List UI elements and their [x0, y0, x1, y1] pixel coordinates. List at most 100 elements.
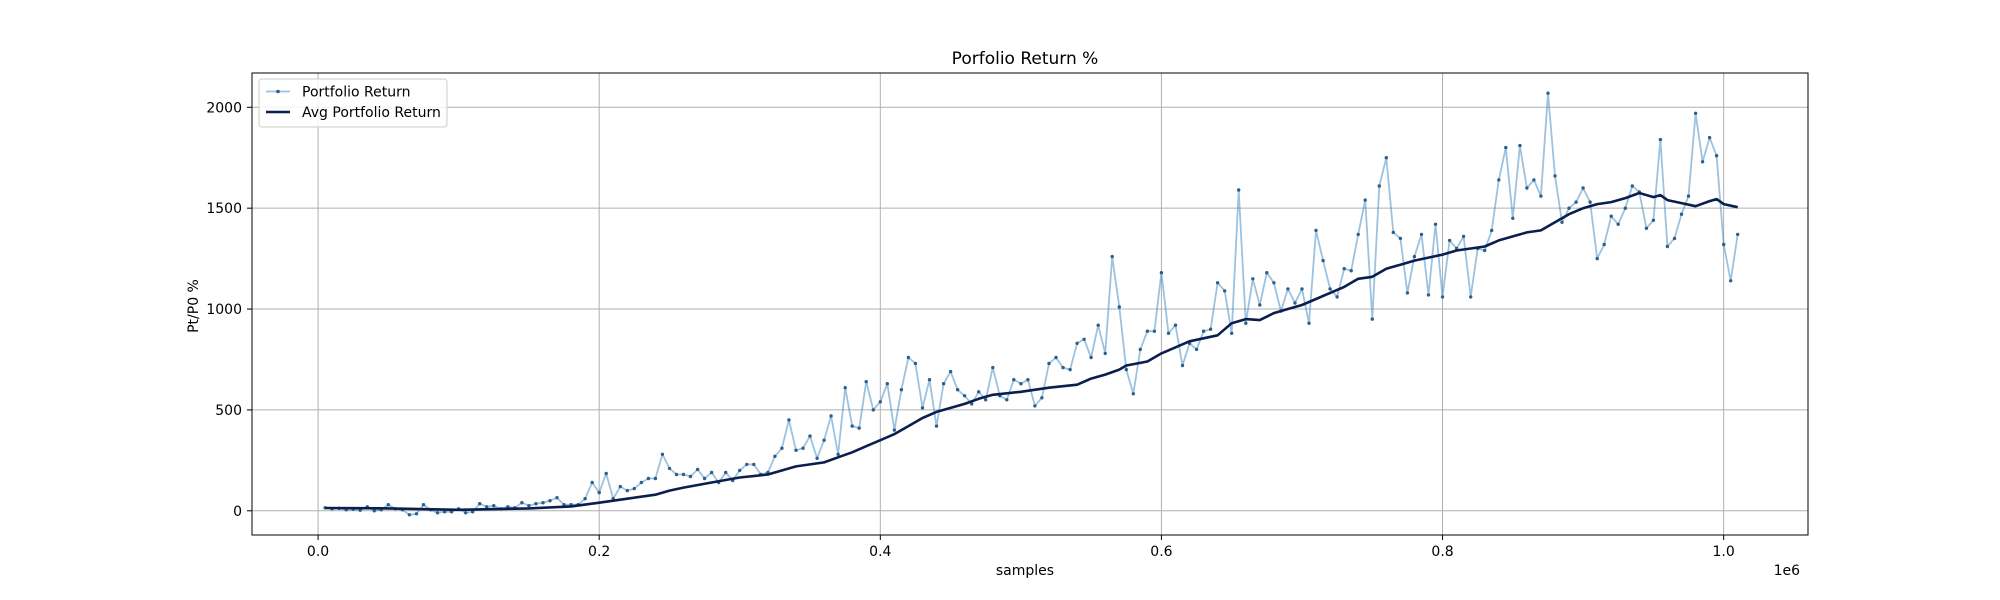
data-point: [808, 434, 812, 438]
x-axis-label: samples: [996, 563, 1054, 579]
data-point: [1419, 232, 1424, 237]
data-point: [1054, 355, 1058, 360]
data-point: [1159, 271, 1164, 275]
data-point: [991, 365, 995, 370]
data-point: [1469, 295, 1473, 299]
data-point: [1588, 200, 1592, 204]
data-point: [1616, 222, 1620, 226]
grid: [252, 73, 1808, 535]
ticks: 0.0 0.2 0.4 0.6 0.8 1.0 0 500 1000 1500 2000: [206, 100, 1734, 560]
data-point: [386, 503, 390, 507]
data-point: [913, 361, 918, 366]
data-point: [977, 390, 981, 394]
data-point: [1012, 378, 1016, 382]
data-point: [1461, 234, 1466, 239]
data-point: [1412, 254, 1417, 259]
data-point: [520, 501, 524, 505]
data-point: [1349, 269, 1353, 273]
data-point: [442, 510, 447, 514]
data-point: [1377, 184, 1382, 188]
data-point: [892, 428, 897, 432]
data-point: [625, 488, 629, 493]
data-point: [1258, 303, 1262, 307]
data-point: [1644, 226, 1649, 230]
data-point: [618, 484, 622, 489]
y-tick-label: 500: [215, 403, 242, 419]
data-point: [1518, 143, 1522, 148]
data-point: [1630, 184, 1635, 188]
data-point: [843, 386, 847, 390]
data-point: [1574, 200, 1578, 204]
y-tick-label: 1500: [206, 201, 242, 217]
data-point: [1040, 396, 1044, 400]
data-point: [1595, 256, 1599, 261]
data-point: [1223, 289, 1227, 293]
data-point: [1405, 291, 1410, 295]
data-point: [1447, 238, 1452, 243]
data-point: [1553, 174, 1557, 178]
data-point: [794, 448, 798, 452]
data-point: [1532, 178, 1536, 182]
data-point: [745, 462, 749, 467]
data-point: [1729, 279, 1733, 283]
data-point: [1110, 254, 1114, 259]
data-point: [1679, 212, 1684, 216]
data-point: [1693, 111, 1698, 116]
data-point: [709, 470, 714, 475]
legend-marker-portfolio-return: [276, 89, 280, 94]
x-tick-label: 0.0: [307, 544, 329, 560]
data-point: [970, 402, 974, 406]
data-point: [604, 471, 608, 476]
legend: Portfolio Return Avg Portfolio Return: [258, 78, 448, 128]
data-point: [1433, 222, 1438, 226]
data-point: [372, 509, 376, 513]
data-point: [1736, 232, 1740, 237]
data-point: [1138, 347, 1143, 352]
data-point: [1061, 365, 1065, 370]
data-point: [871, 408, 875, 412]
data-point: [773, 454, 777, 458]
x-tick-label: 0.8: [1431, 544, 1453, 560]
data-point: [527, 504, 531, 508]
data-point: [1658, 137, 1663, 142]
data-point: [1342, 267, 1346, 271]
data-point: [1672, 236, 1677, 241]
data-point: [534, 502, 538, 506]
data-point: [1131, 392, 1136, 396]
y-tick-label: 1000: [206, 302, 242, 318]
data-point: [681, 472, 686, 477]
data-point: [836, 452, 840, 456]
data-point: [1251, 277, 1255, 281]
data-point: [1623, 206, 1628, 210]
data-point: [667, 466, 672, 471]
data-point: [464, 511, 468, 515]
data-point: [1335, 295, 1339, 299]
data-point: [1370, 317, 1375, 321]
data-point: [590, 480, 594, 485]
data-point: [1504, 145, 1508, 150]
data-point: [1237, 188, 1241, 192]
data-point: [1300, 287, 1304, 291]
data-point: [885, 382, 889, 386]
data-point: [787, 418, 791, 422]
data-point: [1307, 321, 1311, 325]
series-portfolio-return-line: [324, 92, 1739, 516]
data-point: [492, 504, 496, 508]
data-point: [984, 398, 988, 402]
data-point: [850, 424, 854, 428]
data-point: [948, 369, 953, 374]
data-point: [1714, 154, 1719, 158]
data-point: [1286, 287, 1290, 291]
data-point: [920, 406, 925, 410]
data-point: [1363, 198, 1367, 202]
data-point: [1497, 178, 1501, 182]
data-point: [1005, 398, 1009, 402]
data-point: [1707, 135, 1712, 140]
data-point: [1356, 232, 1360, 237]
data-point: [421, 503, 426, 507]
data-point: [927, 378, 932, 382]
data-point: [1602, 242, 1606, 247]
data-point: [941, 382, 946, 386]
data-point: [864, 380, 868, 384]
